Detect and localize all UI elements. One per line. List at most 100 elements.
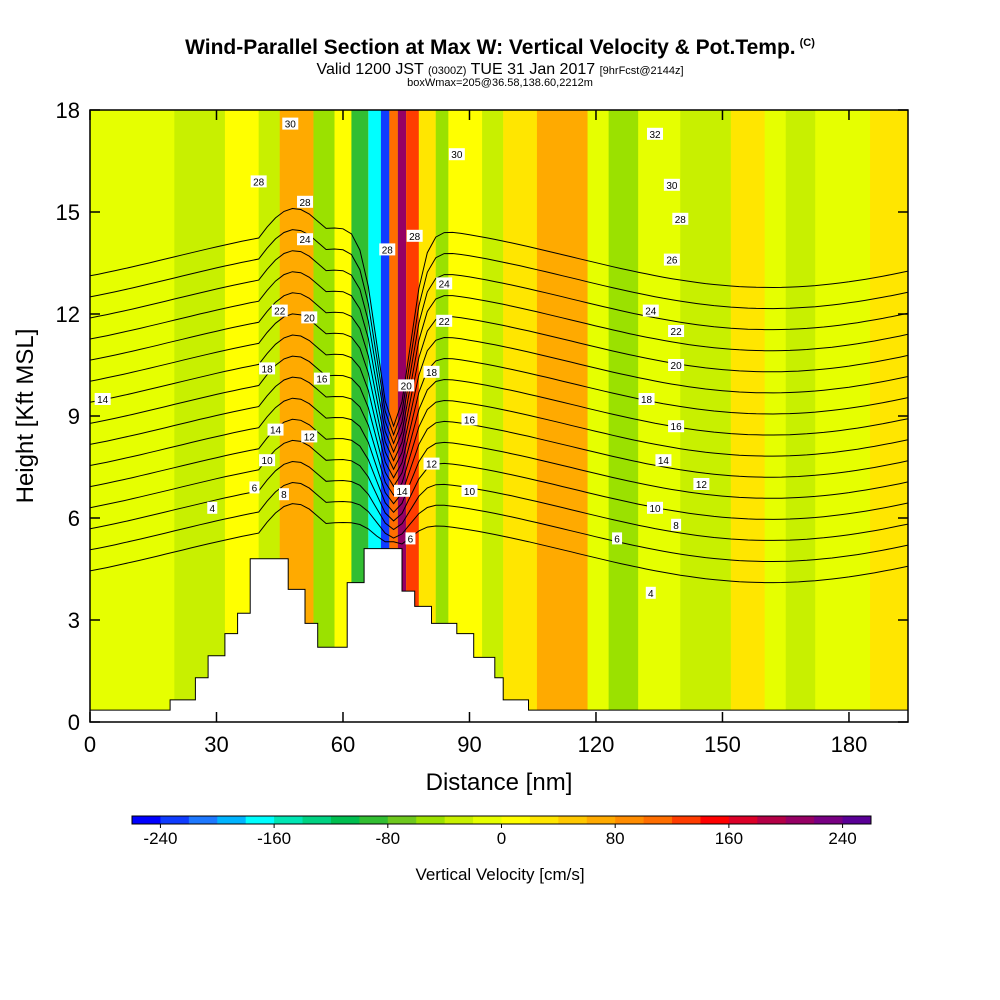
contour-label-text: 14 [270, 426, 282, 437]
w-band-8 [380, 110, 390, 722]
contour-label-21: 18 [638, 393, 655, 406]
w-band-5 [334, 110, 352, 722]
contour-label-text: 18 [262, 364, 274, 375]
contour-label-text: 32 [649, 130, 661, 141]
theta-contour-16 [90, 376, 908, 496]
x-tick-label: 90 [457, 732, 481, 757]
x-tick-label: 60 [331, 732, 355, 757]
contour-label-2: 32 [647, 127, 664, 141]
colorbar-tick-label: 240 [828, 829, 856, 848]
contour-label-37: 6 [249, 481, 260, 494]
contour-label-8: 28 [406, 229, 423, 243]
colorbar-swatch-3 [217, 816, 247, 824]
contour-label-text: 28 [253, 177, 265, 188]
w-band-18 [608, 110, 639, 722]
contour-label-text: 12 [696, 480, 708, 491]
colorbar-tick-label: 80 [606, 829, 625, 848]
contour-label-38: 6 [612, 532, 623, 545]
contour-label-bg [207, 501, 218, 514]
contour-label-4: 28 [250, 175, 267, 188]
theta-contour-8 [90, 460, 908, 541]
theta-contour-6 [90, 481, 908, 562]
contour-label-text: 30 [666, 181, 678, 192]
contour-label-33: 10 [461, 484, 478, 498]
colorbar-label: Vertical Velocity [cm/s] [415, 865, 584, 884]
y-tick-label: 9 [68, 404, 80, 429]
contour-label-bg [461, 484, 478, 497]
contour-label-text: 24 [645, 307, 657, 318]
colorbar-swatch-17 [615, 816, 645, 824]
w-band-20 [730, 110, 765, 722]
contour-label-text: 16 [464, 415, 476, 426]
contour-label-24: 16 [668, 420, 685, 433]
contour-label-bg [94, 393, 111, 405]
w-band-9 [389, 110, 398, 722]
contour-label-bg [655, 454, 672, 467]
contour-label-bg [405, 532, 416, 545]
w-band-13 [435, 110, 449, 722]
theta-contour-28 [90, 250, 908, 445]
contour-label-17: 20 [398, 379, 415, 392]
contour-label-26: 14 [267, 423, 284, 437]
colorbar: -240 -160 -80 0 80 160 240 [131, 815, 872, 848]
contour-label-bg [668, 359, 685, 371]
colorbar-swatch-11 [444, 816, 474, 824]
contour-label-bg [271, 304, 288, 317]
colorbar-swatch-6 [302, 816, 332, 824]
theta-contour-10 [90, 439, 908, 522]
contour-label-bg [423, 365, 440, 378]
contour-label-bg [282, 117, 299, 130]
colorbar-swatch-23 [785, 816, 815, 824]
contour-label-text: 10 [464, 487, 476, 498]
contour-label-11: 24 [436, 277, 453, 290]
contour-label-10: 24 [297, 233, 314, 246]
x-tick-label: 180 [831, 732, 868, 757]
contour-label-34: 10 [647, 501, 664, 515]
contour-label-14: 22 [436, 314, 453, 328]
contour-label-6: 28 [672, 212, 689, 226]
colorbar-swatch-18 [643, 816, 673, 824]
contour-label-text: 10 [262, 456, 274, 467]
w-band-10 [397, 110, 407, 722]
contour-label-text: 12 [426, 460, 438, 471]
contour-label-text: 30 [285, 120, 297, 131]
contour-label-bg [461, 413, 478, 426]
w-band-12 [418, 110, 436, 722]
contour-label-text: 16 [316, 375, 328, 386]
contour-label-9: 26 [663, 253, 680, 267]
contour-label-bg [663, 178, 680, 191]
contour-label-41: 4 [645, 586, 656, 600]
contour-label-bg [297, 195, 314, 208]
contour-label-30: 12 [423, 457, 440, 471]
contour-label-text: 14 [97, 395, 109, 406]
contour-label-bg [612, 532, 623, 545]
colorbar-swatch-9 [387, 816, 417, 824]
contour-label-bg [638, 393, 655, 405]
contour-label-text: 6 [408, 534, 414, 545]
x-tick-label: 0 [84, 732, 96, 757]
contour-label-text: 24 [299, 235, 311, 246]
contour-label-bg [645, 586, 656, 599]
contour-label-text: 28 [675, 215, 687, 226]
theta-contour-4 [90, 503, 908, 584]
colorbar-swatch-25 [842, 816, 872, 824]
colorbar-swatch-24 [814, 816, 844, 824]
contour-label-28: 14 [655, 454, 672, 467]
contour-label-text: 30 [451, 150, 463, 161]
colorbar-swatch-15 [558, 816, 588, 824]
colorbar-swatch-19 [672, 816, 701, 824]
colorbar-tick-label: -80 [376, 829, 401, 848]
x-tick-label: 120 [578, 732, 615, 757]
contour-label-bg [406, 229, 423, 242]
contour-label-bg [379, 243, 396, 256]
contour-label-bg [436, 277, 453, 290]
contour-label-bg [668, 420, 685, 433]
theta-contour-22 [90, 313, 908, 471]
contour-label-bg [250, 175, 267, 188]
contour-label-text: 10 [649, 504, 661, 515]
contour-label-bg [663, 253, 680, 266]
x-axis-label: Distance [nm] [426, 769, 573, 796]
colorbar-swatch-4 [245, 816, 275, 824]
contour-label-text: 6 [252, 483, 258, 494]
